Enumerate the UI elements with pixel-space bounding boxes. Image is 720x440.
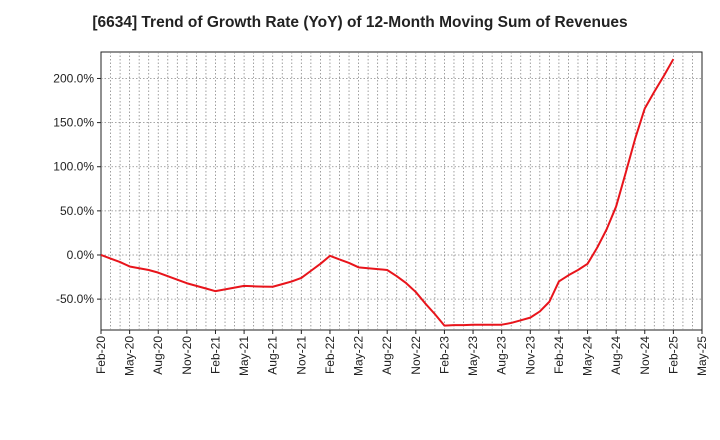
x-tick-label: Feb-21 bbox=[208, 336, 222, 374]
x-tick-label: Feb-22 bbox=[323, 336, 337, 374]
y-axis-ticks: -50.0% 0.0% 50.0% 100.0% 150.0% 200.0% bbox=[53, 71, 101, 306]
y-tick-label: 200.0% bbox=[53, 71, 94, 85]
x-tick-label: May-20 bbox=[123, 336, 137, 376]
x-tick-label: Nov-21 bbox=[294, 336, 308, 375]
x-tick-label: Aug-20 bbox=[151, 336, 165, 375]
x-tick-label: Feb-20 bbox=[94, 336, 108, 374]
plot-area bbox=[100, 51, 703, 331]
x-tick-label: Nov-22 bbox=[409, 336, 423, 375]
x-tick-label: May-25 bbox=[695, 336, 709, 376]
x-tick-label: Feb-25 bbox=[666, 336, 680, 374]
y-tick-label: -50.0% bbox=[56, 292, 94, 306]
x-tick-label: May-24 bbox=[581, 336, 595, 376]
x-tick-label: Aug-24 bbox=[609, 336, 623, 375]
x-tick-label: Aug-22 bbox=[380, 336, 394, 375]
x-tick-label: Nov-20 bbox=[180, 336, 194, 375]
series-line bbox=[100, 58, 675, 327]
y-tick-label: 0.0% bbox=[67, 248, 95, 262]
x-tick-label: Nov-24 bbox=[638, 336, 652, 375]
x-tick-label: Feb-24 bbox=[552, 336, 566, 374]
y-tick-label: 50.0% bbox=[60, 204, 94, 218]
x-axis-ticks: Feb-20 May-20 Aug-20 Nov-20 Feb-21 May-21 Aug-… bbox=[94, 330, 709, 376]
x-tick-label: Feb-23 bbox=[437, 336, 451, 374]
y-tick-label: 100.0% bbox=[53, 160, 94, 174]
x-tick-label: Aug-21 bbox=[266, 336, 280, 375]
y-tick-label: 150.0% bbox=[53, 116, 94, 130]
chart-title: [6634] Trend of Growth Rate (YoY) of 12-… bbox=[92, 14, 628, 31]
x-tick-label: May-22 bbox=[352, 336, 366, 376]
x-tick-label: May-23 bbox=[466, 336, 480, 376]
series-layer bbox=[100, 58, 675, 327]
x-tick-label: Aug-23 bbox=[495, 336, 509, 375]
x-tick-label: May-21 bbox=[237, 336, 251, 376]
x-tick-label: Nov-23 bbox=[523, 336, 537, 375]
